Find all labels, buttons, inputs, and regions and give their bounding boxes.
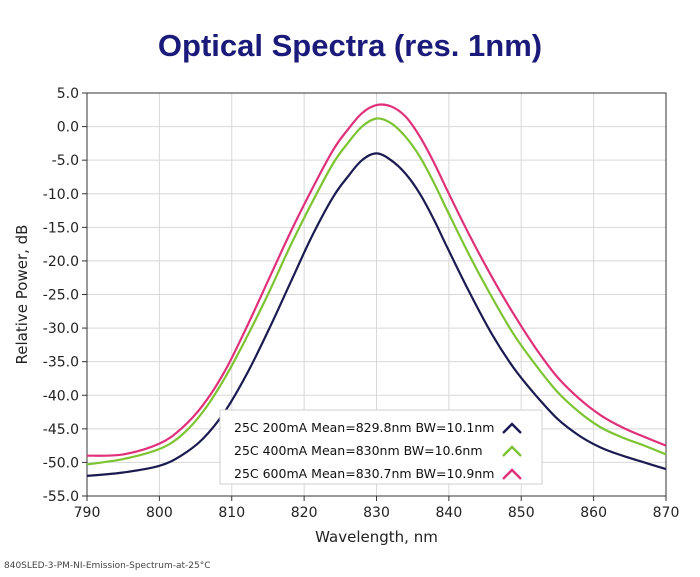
legend-swatch xyxy=(502,445,522,457)
y-tick-label: -25.0 xyxy=(43,288,79,304)
y-tick-label: -55.0 xyxy=(43,489,79,505)
x-tick-label: 830 xyxy=(363,505,390,521)
y-tick-label: -10.0 xyxy=(43,187,79,203)
series-line-2 xyxy=(86,117,667,466)
legend-label: 25C 600mA Mean=830.7nm BW=10.9nm xyxy=(234,466,494,481)
x-tick-label: 840 xyxy=(436,505,463,521)
x-tick-label: 850 xyxy=(508,505,535,521)
x-tick-label: 800 xyxy=(146,505,173,521)
y-tick-label: -15.0 xyxy=(43,220,79,236)
y-tick-label: -50.0 xyxy=(43,455,79,471)
legend-swatch xyxy=(502,468,522,480)
figure-caption: 840SLED-3-PM-NI-Emission-Spectrum-at-25°… xyxy=(4,561,211,571)
y-tick-label: -30.0 xyxy=(43,321,79,337)
series-lines xyxy=(86,103,667,477)
y-tick-label: 0.0 xyxy=(57,120,79,136)
legend-box xyxy=(219,409,543,485)
legend-swatch xyxy=(502,422,522,434)
chart-title: Optical Spectra (res. 1nm) xyxy=(157,28,543,63)
legend-items: 25C 200mA Mean=829.8nm BW=10.1nm 25C 400m… xyxy=(234,420,522,481)
x-tick-label: 860 xyxy=(580,505,607,521)
axis-ticks: 790 800 810 820 830 840 850 860 870 5.0 0.0 -5.0 -10… xyxy=(43,86,680,521)
y-tick-label: -40.0 xyxy=(43,388,79,404)
y-tick-label: -35.0 xyxy=(43,355,79,371)
y-tick-label: -45.0 xyxy=(43,422,79,438)
y-tick-label: -20.0 xyxy=(43,254,79,270)
legend-label: 25C 200mA Mean=829.8nm BW=10.1nm xyxy=(234,420,494,435)
series-line-3 xyxy=(86,103,667,457)
series-line-1 xyxy=(86,152,667,477)
x-tick-label: 820 xyxy=(291,505,318,521)
y-axis-label: Relative Power, dB xyxy=(13,225,31,365)
y-tick-label: -5.0 xyxy=(52,153,79,169)
x-tick-label: 870 xyxy=(653,505,680,521)
x-tick-label: 810 xyxy=(218,505,245,521)
legend: 25C 200mA Mean=829.8nm BW=10.1nm 25C 400m… xyxy=(219,409,543,485)
x-axis-label: Wavelength, nm xyxy=(315,528,438,546)
y-tick-label: 5.0 xyxy=(57,86,79,102)
legend-label: 25C 400mA Mean=830nm BW=10.6nm xyxy=(234,443,483,458)
x-tick-label: 790 xyxy=(74,505,101,521)
